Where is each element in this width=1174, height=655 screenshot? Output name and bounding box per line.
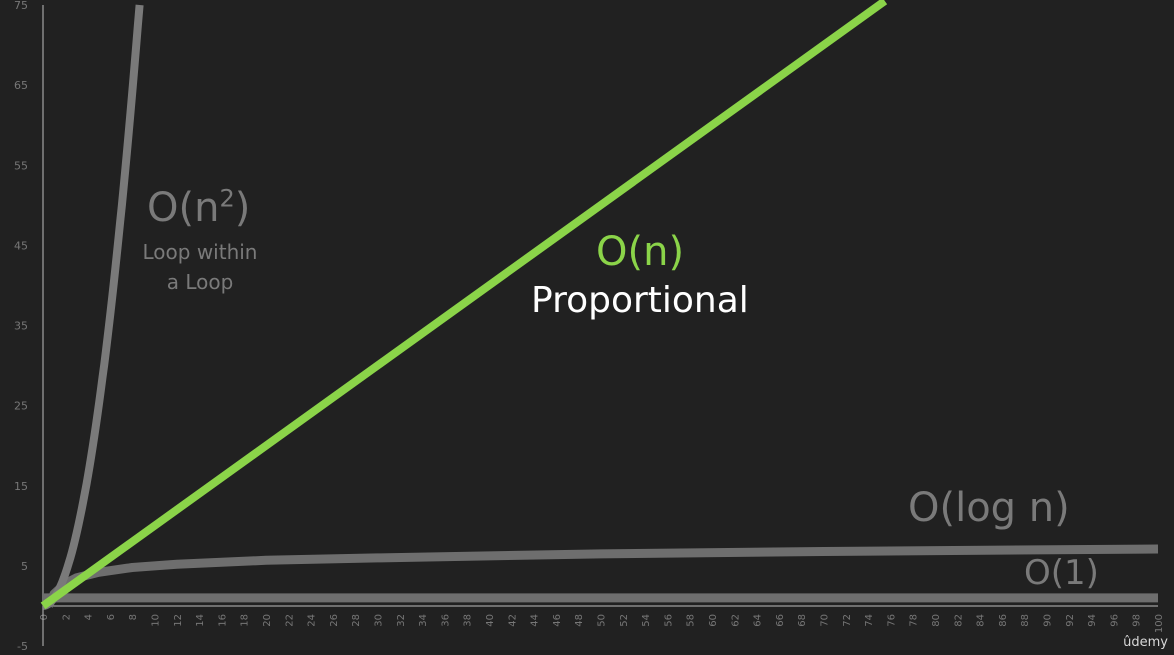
x-tick-label: 14 [195,614,206,627]
x-tick-label: 94 [1087,614,1098,627]
y-axis-tick-labels: -5 5 15 25 35 45 55 65 75 [14,0,28,653]
x-tick-label: 28 [351,614,362,627]
x-tick-label: 40 [485,614,496,627]
x-tick-label: 18 [240,614,251,627]
y-tick-label: -5 [17,640,28,653]
x-tick-label: 56 [663,614,674,627]
y-tick-label: 45 [14,239,28,252]
x-tick-label: 22 [284,614,295,627]
x-tick-label: 76 [886,614,897,627]
x-axis-tick-labels: 0 2 4 6 8 10 12 14 16 18 20 22 24 26 28 30 32 34 36 38 40 42 4… [39,614,1165,633]
x-tick-label: 26 [329,614,340,627]
x-tick-label: 20 [262,614,273,627]
y-tick-label: 55 [14,159,28,172]
x-tick-label: 6 [106,614,117,620]
x-tick-label: 70 [820,614,831,627]
x-tick-label: 84 [976,614,987,627]
x-tick-label: 48 [574,614,585,627]
on2-label: O(n2) [147,184,251,231]
x-tick-label: 90 [1043,614,1054,627]
x-tick-label: 62 [730,614,741,627]
x-tick-label: 42 [507,614,518,627]
x-tick-label: 74 [864,614,875,627]
on-description: Proportional [531,280,749,321]
x-tick-label: 54 [641,614,652,627]
x-tick-label: 66 [775,614,786,627]
x-tick-label: 16 [217,614,228,627]
x-tick-label: 100 [1154,614,1165,633]
x-tick-label: 80 [931,614,942,627]
axes [42,5,1158,646]
x-tick-label: 68 [797,614,808,627]
x-tick-label: 64 [753,614,764,627]
x-tick-label: 72 [842,614,853,627]
x-tick-label: 24 [307,614,318,627]
y-tick-label: 25 [14,400,28,413]
x-tick-label: 12 [173,614,184,627]
series-line-n [40,0,888,610]
ologn-label: O(log n) [908,485,1070,531]
udemy-watermark: ûdemy [1123,635,1168,650]
y-tick-label: 65 [14,79,28,92]
x-tick-label: 46 [552,614,563,627]
on2-description: Loop within a Loop [142,240,258,294]
o1-label: O(1) [1024,553,1099,593]
x-tick-label: 98 [1132,614,1143,627]
y-tick-label: 15 [14,480,28,493]
y-tick-label: 75 [14,0,28,12]
x-tick-label: 50 [597,614,608,627]
x-tick-label: 78 [909,614,920,627]
series-lines [40,0,1159,610]
x-tick-label: 96 [1109,614,1120,627]
on-label: O(n) [596,229,685,275]
x-tick-label: 32 [396,614,407,627]
y-tick-label: 35 [14,320,28,333]
x-tick-label: 60 [708,614,719,627]
x-tick-label: 38 [463,614,474,627]
series-line-n2 [40,4,144,610]
x-tick-label: 52 [619,614,630,627]
x-tick-label: 86 [998,614,1009,627]
x-tick-label: 36 [440,614,451,627]
x-tick-label: 10 [151,614,162,627]
x-tick-label: 34 [418,614,429,627]
x-tick-label: 8 [128,614,139,620]
x-tick-label: 92 [1065,614,1076,627]
x-tick-label: 88 [1020,614,1031,627]
x-tick-label: 4 [84,614,95,620]
x-tick-label: 2 [61,614,72,620]
on2-exponent: 2 [219,184,235,213]
x-tick-label: 82 [953,614,964,627]
x-tick-label: 0 [39,614,50,620]
x-tick-label: 30 [374,614,385,627]
x-tick-label: 44 [530,614,541,627]
y-tick-label: 5 [21,560,28,573]
x-tick-label: 58 [686,614,697,627]
